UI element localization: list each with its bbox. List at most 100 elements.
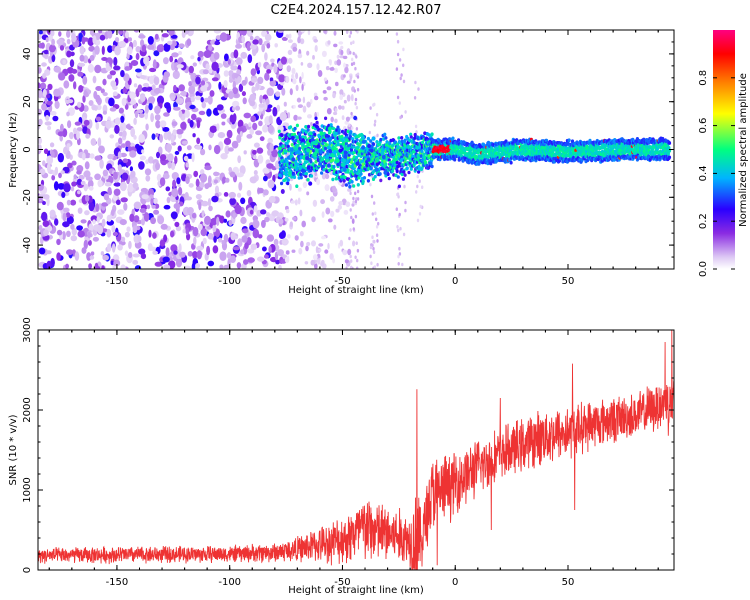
spectrogram-cell (340, 49, 344, 56)
spectrogram-cell (188, 81, 193, 87)
spectrogram-cell (219, 264, 224, 269)
spectrogram-cell (430, 164, 434, 169)
spectrogram-cell (415, 190, 418, 194)
spectrogram-cell (185, 162, 189, 168)
spectrogram-cell (397, 228, 400, 233)
spectrogram-cell (88, 223, 94, 233)
spectrogram-cell (356, 72, 360, 77)
spectrogram-cell (78, 174, 85, 180)
spectrogram-cell (248, 122, 252, 127)
spectrogram-cell (318, 243, 324, 247)
spectrogram-cell (352, 145, 356, 149)
spectrogram-cell (95, 86, 102, 91)
spectrogram-cell (133, 215, 140, 223)
spectrogram-cell (296, 135, 300, 139)
spectrogram-cell (398, 252, 402, 256)
spectrogram-cell (335, 208, 340, 213)
spectrogram-cell (312, 55, 315, 60)
spectrogram-cell (77, 101, 82, 108)
spectrogram-cell (169, 55, 174, 63)
spectrogram-cell (348, 134, 352, 139)
spectrogram-cell (567, 138, 571, 142)
spectrogram-cell (288, 170, 292, 175)
spectrogram-cell (51, 38, 55, 46)
spectrogram-cell (369, 139, 373, 143)
spectrogram-cell (223, 137, 232, 145)
spectrogram-cell (216, 123, 220, 131)
spectrogram-cell (338, 148, 343, 153)
spectrogram-cell (302, 181, 308, 188)
spectrogram-cell (170, 134, 175, 144)
spectrogram-cell (270, 58, 275, 63)
spectrogram-cell (327, 242, 330, 250)
spectrogram-cell (207, 260, 215, 267)
spectrogram-cell (237, 76, 242, 83)
spectrogram-cell (307, 62, 313, 68)
spectrogram-cell (213, 171, 219, 177)
spectrogram-cell (383, 132, 387, 137)
spectrogram-cell (397, 262, 400, 266)
spectrogram-cell (137, 84, 143, 92)
spectrogram-cell (398, 101, 401, 105)
spectrogram-cell (192, 133, 196, 138)
spectrogram-cell (83, 37, 89, 42)
spectrogram-cell (417, 170, 421, 174)
spectrogram-cell (66, 249, 74, 256)
spectrogram-cell (87, 179, 94, 188)
spectrogram-cell (240, 249, 245, 255)
spectrogram-cell (133, 103, 138, 109)
spectrogram-cell (114, 45, 121, 56)
spectrogram-cell (244, 242, 249, 250)
spectrogram-cell (314, 45, 318, 52)
spectrogram-cell (263, 189, 269, 196)
spectrogram-cell (88, 100, 94, 106)
spectrogram-cell (104, 181, 112, 187)
spectrogram-cell (310, 122, 313, 127)
spectrogram-cell (377, 221, 380, 226)
spectrogram-cell (151, 204, 156, 209)
spectrogram-cell (375, 112, 379, 117)
spectrogram-cell (217, 237, 223, 243)
spectrogram-cell (232, 87, 239, 95)
spectrogram-cell (121, 172, 129, 181)
spectrogram-cell (257, 61, 262, 68)
spectrogram-cell (195, 194, 202, 200)
spectrogram-cell (146, 204, 151, 210)
spectrogram-cell (220, 153, 228, 160)
spectrogram-cell (306, 128, 310, 132)
spectrogram-cell (173, 106, 181, 111)
spectrogram-cell (395, 32, 399, 36)
spectrogram-cell (111, 243, 116, 253)
spectrogram-cell (396, 95, 400, 100)
spectrogram-cell (250, 77, 258, 83)
spectrogram-cell (178, 110, 183, 118)
spectrogram-cell (95, 121, 100, 130)
spectrogram-cell (312, 254, 318, 261)
spectrogram-cell (287, 39, 293, 43)
spectrogram-cell (66, 199, 71, 206)
spectrogram-cell (314, 95, 319, 101)
spectrogram-cell (203, 50, 212, 58)
spectrogram-cell (355, 55, 358, 59)
spectrogram-cell (151, 84, 156, 90)
spectrogram-cell (331, 126, 335, 131)
spectrogram-cell (56, 252, 61, 261)
spectrogram-cell (70, 186, 75, 192)
spectrogram-cell (236, 134, 242, 144)
spectrogram-cell (85, 133, 91, 139)
spectrogram-cell (219, 32, 228, 42)
spectrogram-cell (296, 143, 300, 148)
spectrogram-cell (289, 183, 292, 191)
spectrogram-cell (60, 123, 64, 132)
spectrogram-cell (414, 124, 418, 129)
spectrogram-cell (224, 145, 230, 155)
spectrogram-cell (89, 30, 95, 36)
spectrogram-cell (219, 215, 225, 224)
spectrogram-cell (236, 69, 242, 76)
spectrogram-cell (343, 62, 346, 69)
spectrogram-cell (163, 112, 170, 117)
spectrogram-cell (265, 212, 271, 217)
spectrogram-cell (167, 131, 172, 141)
spectrogram-cell (167, 161, 172, 169)
spectrogram-cell (320, 262, 324, 267)
